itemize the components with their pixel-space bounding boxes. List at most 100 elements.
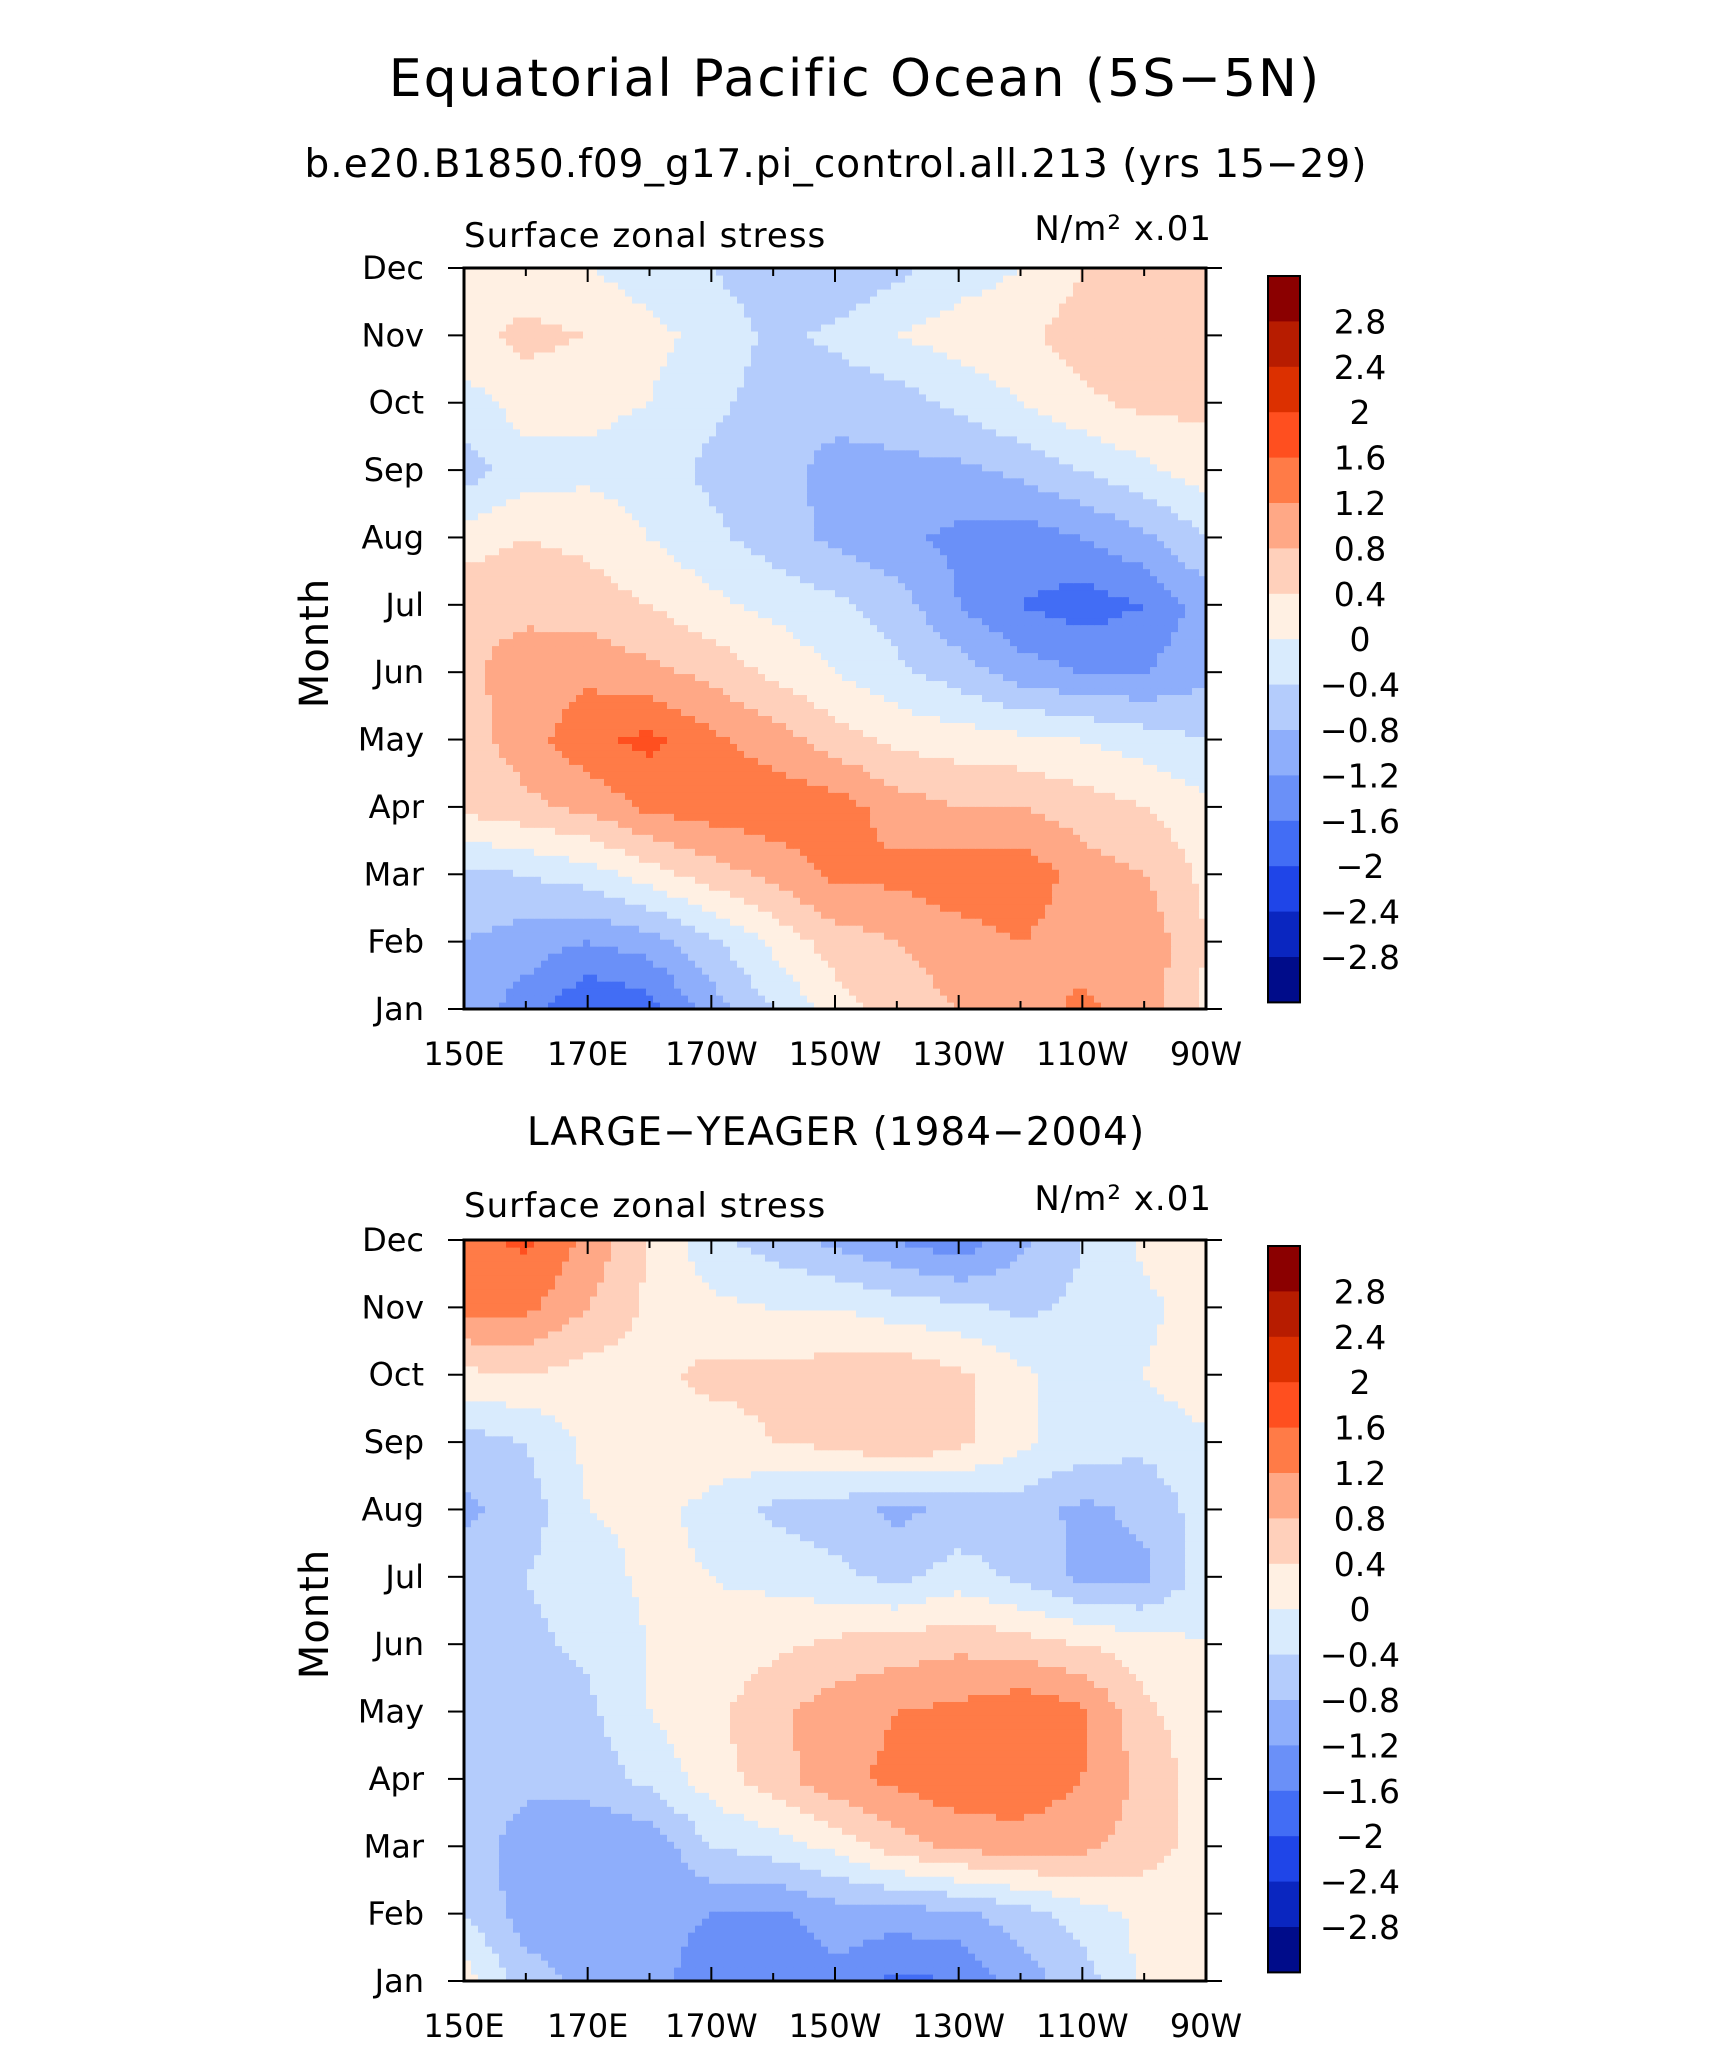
heatmap-cell	[513, 771, 521, 779]
heatmap-cell	[646, 771, 654, 779]
heatmap-cell	[730, 988, 738, 996]
heatmap-cell	[807, 995, 815, 1003]
heatmap-cell	[590, 953, 598, 961]
heatmap-cell	[723, 904, 731, 912]
heatmap-cell	[569, 953, 577, 961]
heatmap-cell	[989, 939, 997, 947]
heatmap-cell	[716, 925, 724, 933]
heatmap-cell	[1164, 1002, 1172, 1010]
heatmap-cell	[1066, 1002, 1074, 1010]
heatmap-cell	[940, 848, 948, 856]
heatmap-cell	[625, 701, 633, 710]
heatmap-cell	[1129, 974, 1137, 982]
heatmap-cell	[1171, 792, 1179, 800]
heatmap-cell	[807, 869, 815, 877]
heatmap-cell	[863, 1002, 871, 1010]
heatmap-cell	[807, 967, 815, 975]
heatmap-cell	[863, 883, 871, 891]
heatmap-cell	[590, 764, 598, 772]
heatmap-cell	[681, 904, 689, 912]
heatmap-cell	[884, 792, 892, 800]
heatmap-cell	[849, 757, 857, 765]
heatmap-cell	[1101, 841, 1109, 849]
heatmap-cell	[1178, 827, 1186, 835]
heatmap-cell	[842, 701, 850, 710]
heatmap-cell	[926, 939, 934, 947]
heatmap-cell	[1178, 841, 1186, 849]
heatmap-cell	[1101, 932, 1109, 940]
heatmap-cell	[751, 771, 759, 779]
heatmap-cell	[611, 813, 619, 821]
heatmap-cell	[1199, 813, 1207, 821]
heatmap-cell	[793, 792, 801, 800]
heatmap-cell	[856, 778, 864, 786]
heatmap-cell	[478, 995, 486, 1003]
heatmap-cell	[1115, 960, 1123, 968]
heatmap-cell	[849, 911, 857, 919]
heatmap-cell	[527, 806, 535, 814]
heatmap-cell	[1052, 862, 1060, 870]
heatmap-cell	[1017, 778, 1025, 786]
heatmap-cell	[751, 1002, 759, 1010]
heatmap-cell	[793, 708, 801, 716]
heatmap-cell	[527, 855, 535, 863]
heatmap-cell	[1052, 792, 1060, 800]
heatmap-cell	[1164, 827, 1172, 835]
heatmap-cell	[1164, 939, 1172, 947]
heatmap-cell	[758, 890, 766, 898]
heatmap-cell	[730, 862, 738, 870]
heatmap-cell	[569, 890, 577, 898]
heatmap-cell	[1185, 1002, 1193, 1010]
heatmap-cell	[884, 701, 892, 710]
heatmap-cell	[1157, 974, 1165, 982]
heatmap-cell	[1136, 953, 1144, 961]
heatmap-cell	[835, 771, 843, 779]
heatmap-cell	[1157, 827, 1165, 835]
heatmap-cell	[912, 778, 920, 786]
heatmap-cell	[772, 757, 780, 765]
heatmap-cell	[1045, 806, 1053, 814]
heatmap-cell	[520, 764, 528, 772]
heatmap-cell	[653, 680, 661, 689]
heatmap-cell	[793, 799, 801, 807]
heatmap-cell	[1052, 848, 1060, 856]
heatmap-cell	[870, 750, 878, 758]
heatmap-cell	[821, 946, 829, 954]
heatmap-cell	[569, 904, 577, 912]
heatmap-cell	[632, 869, 640, 877]
heatmap-cell	[751, 988, 759, 996]
heatmap-cell	[996, 974, 1004, 982]
heatmap-cell	[534, 820, 542, 828]
heatmap-cell	[828, 680, 836, 689]
heatmap-cell	[891, 813, 899, 821]
heatmap-cell	[520, 953, 528, 961]
heatmap-cell	[961, 960, 969, 968]
heatmap-cell	[590, 876, 598, 884]
heatmap-cell	[597, 708, 605, 716]
heatmap-cell	[1150, 841, 1158, 849]
heatmap-cell	[744, 680, 752, 689]
heatmap-cell	[716, 757, 724, 765]
heatmap-cell	[674, 820, 682, 828]
heatmap-cell	[1010, 932, 1018, 940]
heatmap-cell	[1171, 967, 1179, 975]
heatmap-cell	[933, 925, 941, 933]
heatmap-cell	[877, 967, 885, 975]
heatmap-cell	[471, 890, 479, 898]
heatmap-cell	[884, 869, 892, 877]
heatmap-cell	[1192, 834, 1200, 842]
heatmap-cell	[625, 680, 633, 689]
heatmap-cell	[842, 946, 850, 954]
heatmap-cell	[1178, 708, 1186, 716]
heatmap-cell	[758, 862, 766, 870]
heatmap-cell	[492, 862, 500, 870]
heatmap-cell	[1185, 939, 1193, 947]
heatmap-cell	[464, 736, 472, 744]
heatmap-cell	[1087, 960, 1095, 968]
heatmap-cell	[1003, 897, 1011, 905]
heatmap-cell	[800, 1002, 808, 1010]
heatmap-cell	[828, 890, 836, 898]
heatmap-cell	[688, 806, 696, 814]
heatmap-cell	[807, 897, 815, 905]
heatmap-cell	[800, 939, 808, 947]
